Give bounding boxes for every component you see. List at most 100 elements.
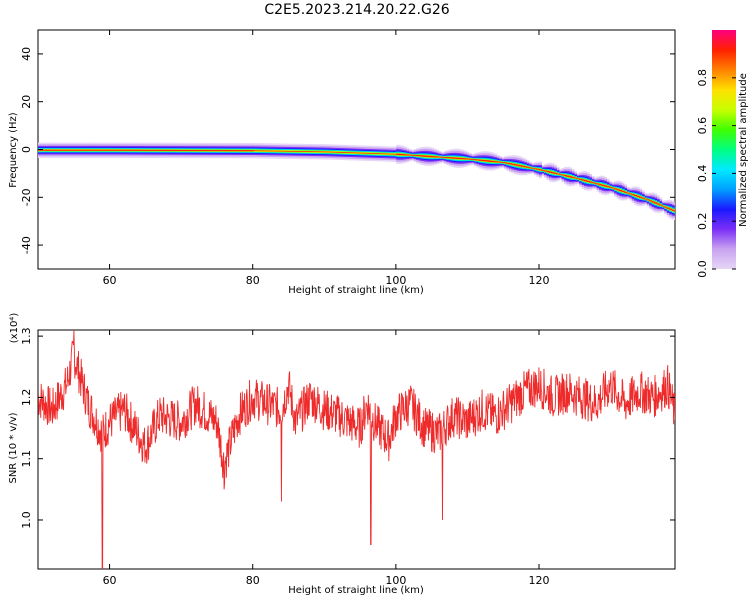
spectrogram-xtick-label: 60 — [103, 274, 117, 287]
spectrogram-cell — [544, 170, 547, 172]
spectrogram-cell — [253, 150, 257, 151]
spectrogram-cell — [175, 150, 179, 151]
spectrogram-cell — [616, 189, 620, 191]
spectrogram-cell — [153, 149, 157, 151]
spectrogram-cell — [671, 209, 675, 211]
spectrogram-cell — [666, 207, 670, 209]
spectrogram-cell — [73, 149, 76, 151]
snr-ticks: 60 80 100 120 1.0 1.1 1.2 1.3 — [20, 327, 675, 587]
spectrogram-cell — [98, 149, 102, 151]
spectrogram-cell — [243, 150, 247, 152]
spectrogram-cell — [534, 168, 537, 170]
spectrogram-cell — [328, 151, 332, 153]
colorbar-tick-label: 0.4 — [696, 165, 709, 183]
spectrogram-cell — [433, 156, 437, 158]
spectrogram-cell — [88, 149, 92, 151]
spectrogram-cell — [644, 198, 648, 200]
colorbar-label: Normalized spectral amplitude — [738, 73, 749, 227]
spectrogram-cell — [245, 150, 249, 152]
spectrogram-cell — [641, 197, 645, 199]
spectrogram-cell — [418, 155, 422, 157]
spectrogram-cell — [218, 150, 222, 152]
spectrogram-cell — [240, 150, 244, 152]
spectrogram-cell — [286, 150, 289, 152]
spectrogram-cell — [220, 150, 224, 152]
spectrogram-cell — [280, 150, 284, 152]
spectrogram-cell — [381, 153, 385, 155]
spectrogram-cell — [366, 153, 370, 154]
spectrogram-cell — [574, 177, 577, 179]
spectrogram-cell — [376, 153, 380, 154]
spectrogram-cell — [306, 151, 309, 152]
spectrogram-cell — [143, 149, 147, 151]
snr-xlabel: Height of straight line (km) — [288, 585, 424, 596]
spectrogram-cell — [348, 152, 352, 153]
spectrogram-cell — [421, 155, 425, 157]
spectrogram-cell — [53, 149, 56, 151]
spectrogram-cell — [361, 152, 365, 154]
spectrogram-cell — [275, 150, 279, 152]
spectrogram-cell — [70, 149, 74, 151]
spectrogram-cell — [128, 149, 132, 151]
spectrogram-cell — [566, 175, 570, 177]
spectrogram-cell — [195, 150, 199, 151]
spectrogram-cell — [391, 153, 395, 155]
spectrogram-cell — [296, 151, 299, 152]
spectrogram-cell — [58, 149, 61, 151]
spectrogram-cell — [80, 149, 84, 151]
spectrogram-cell — [536, 168, 540, 170]
spectrogram-cell — [591, 182, 595, 184]
spectrogram-cell — [233, 150, 237, 152]
spectrogram-cell — [358, 152, 362, 154]
spectrogram-cell — [105, 149, 109, 151]
spectrogram-cell — [463, 158, 467, 160]
spectrogram-cell — [288, 151, 292, 152]
spectrogram-cell — [120, 149, 124, 151]
spectrogram-cell — [626, 192, 630, 194]
snr-xtick-label: 80 — [246, 574, 260, 587]
spectrogram-cell — [408, 154, 412, 156]
spectrogram-cell — [619, 190, 623, 192]
colorbar-tick-label: 0.8 — [696, 69, 709, 87]
spectrogram-cell — [48, 149, 51, 151]
spectrogram-cell — [208, 150, 212, 151]
spectrogram-cell — [336, 152, 340, 153]
spectrogram-cell — [483, 160, 487, 162]
spectrogram-ytick-label: 40 — [20, 47, 33, 61]
spectrogram-cell — [441, 157, 445, 158]
spectrogram-ytick-label: 0 — [20, 146, 33, 153]
spectrogram-cell — [278, 150, 282, 152]
spectrogram-cell — [458, 157, 462, 160]
spectrogram-cell — [629, 193, 633, 195]
spectrogram-cell — [428, 155, 432, 158]
spectrogram-cell — [83, 149, 86, 151]
spectrogram-cell — [656, 203, 660, 205]
spectrogram-cell — [165, 149, 169, 151]
spectrogram-cell — [321, 151, 324, 153]
spectrogram-cell — [158, 149, 162, 151]
spectrogram-cell — [411, 155, 415, 156]
spectrogram-cells — [38, 142, 675, 221]
spectrogram-cell — [476, 159, 480, 161]
snr-ytick-label: 1.0 — [20, 511, 33, 529]
spectrogram-cell — [594, 183, 598, 184]
spectrogram-cell — [576, 178, 580, 179]
spectrogram-cell — [301, 151, 304, 152]
spectrogram-cell — [453, 157, 457, 159]
spectrogram-cell — [378, 153, 382, 154]
spectrogram-cell — [523, 166, 527, 168]
spectrogram-cell — [353, 152, 357, 154]
spectrogram-cell — [579, 178, 582, 180]
spectrogram-cell — [351, 152, 355, 154]
spectrogram-cell — [368, 153, 372, 154]
spectrogram-cell — [346, 152, 350, 153]
spectrogram-cell — [651, 201, 655, 203]
spectrogram-cell — [589, 181, 593, 183]
spectrogram-ytick-label: -20 — [20, 188, 33, 206]
spectrogram-cell — [561, 174, 565, 176]
spectrogram-cell — [596, 183, 600, 185]
spectrogram-cell — [649, 200, 653, 202]
spectrogram-cell — [223, 150, 227, 152]
spectrogram-cell — [413, 155, 417, 156]
